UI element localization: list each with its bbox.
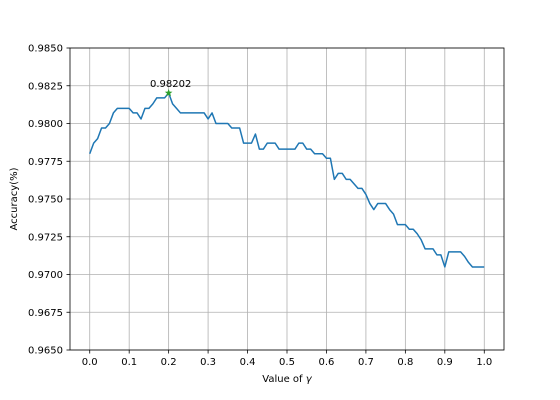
x-tick-label: 0.0 <box>82 357 98 368</box>
x-axis-label: Value of γ <box>262 374 312 385</box>
series-line-accuracy <box>89 92 485 268</box>
y-tick-label: 0.9775 <box>28 157 63 168</box>
x-tick-label: 0.3 <box>200 357 216 368</box>
x-tick-label: 0.4 <box>240 357 256 368</box>
x-tick-label: 0.9 <box>437 357 453 368</box>
max-point-star-marker <box>164 89 173 97</box>
x-tick-label: 1.0 <box>476 357 492 368</box>
x-tick-label: 0.7 <box>358 357 374 368</box>
y-tick-label: 0.9750 <box>28 195 63 206</box>
y-tick-label: 0.9850 <box>28 44 63 55</box>
x-tick-label: 0.1 <box>121 357 137 368</box>
y-tick-label: 0.9700 <box>28 270 63 281</box>
y-tick-label: 0.9825 <box>28 81 63 92</box>
y-tick-label: 0.9800 <box>28 119 63 130</box>
x-axis-label-text: Value of <box>262 374 305 385</box>
x-axis: 0.0 0.1 0.2 0.3 0.4 0.5 0.6 0.7 0.8 0.9 1.0 <box>82 350 492 368</box>
y-axis: 0.9650 0.9675 0.9700 0.9725 0.9750 0.9775 0.98… <box>28 44 70 357</box>
gamma-symbol: γ <box>306 374 313 385</box>
x-tick-label: 0.2 <box>161 357 177 368</box>
x-tick-label: 0.6 <box>319 357 335 368</box>
y-tick-label: 0.9650 <box>28 346 63 357</box>
y-axis-label: Accuracy(%) <box>9 167 20 230</box>
max-point-label: 0.98202 <box>150 79 191 90</box>
x-tick-label: 0.8 <box>397 357 413 368</box>
annotation-layer: 0.98202 <box>150 79 191 97</box>
y-tick-label: 0.9675 <box>28 308 63 319</box>
x-tick-label: 0.5 <box>279 357 295 368</box>
series-layer <box>89 92 485 268</box>
y-tick-label: 0.9725 <box>28 232 63 243</box>
